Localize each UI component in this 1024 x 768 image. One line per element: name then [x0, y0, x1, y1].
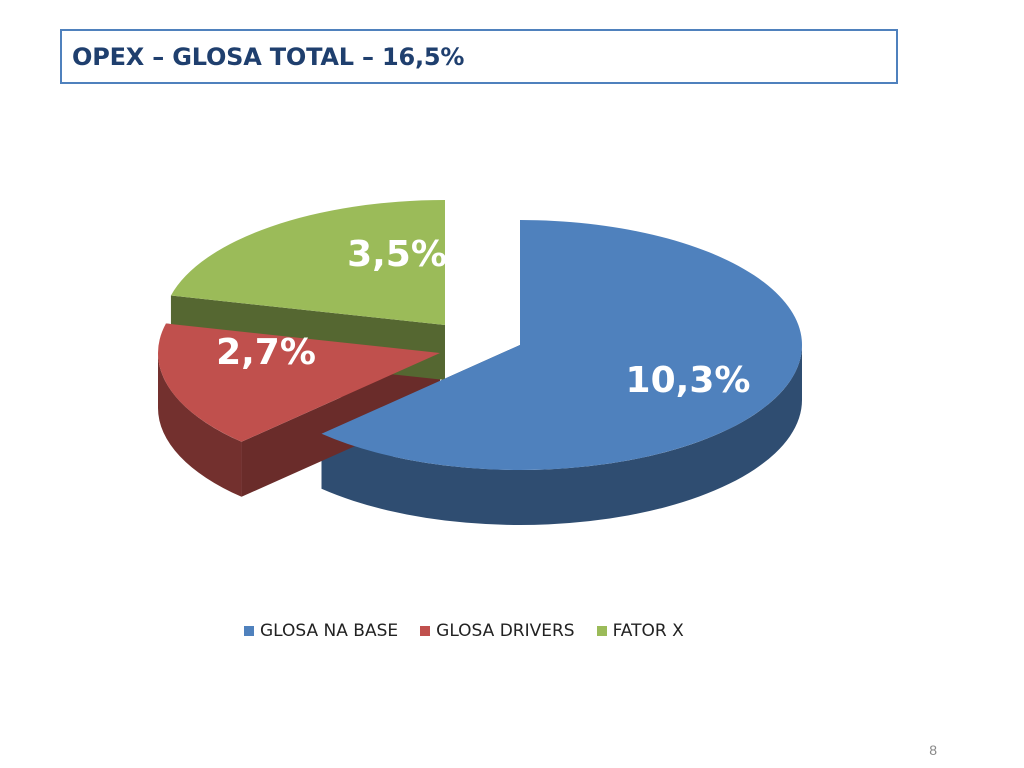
pie-slice-fator-x [170, 200, 445, 325]
pie-slice-wall-1 [158, 353, 242, 497]
title-box: OPEX – GLOSA TOTAL – 16,5% [60, 29, 898, 84]
legend-item-fator-x: FATOR X [596, 621, 684, 641]
page-number: 8 [929, 742, 937, 758]
data-label-1: 2,7% [216, 332, 316, 373]
pie-slice-glosa-na-base [321, 220, 802, 470]
chart-legend: GLOSA NA BASE GLOSA DRIVERS FATOR X [244, 621, 706, 641]
pie-slice-wall-0 [321, 345, 802, 525]
legend-swatch [420, 626, 431, 636]
data-label-0: 10,3% [626, 360, 751, 401]
data-label-2: 3,5% [347, 234, 447, 275]
legend-label: GLOSA DRIVERS [436, 621, 575, 641]
slide-title: OPEX – GLOSA TOTAL – 16,5% [72, 43, 465, 71]
legend-label: FATOR X [612, 621, 684, 641]
legend-item-glosa-drivers: GLOSA DRIVERS [420, 621, 575, 641]
legend-swatch [596, 626, 607, 636]
legend-item-glosa-na-base: GLOSA NA BASE [244, 621, 398, 641]
pie-slice-glosa-drivers [157, 323, 440, 442]
pie-tops [157, 200, 802, 470]
legend-label: GLOSA NA BASE [260, 621, 399, 641]
legend-swatch [244, 626, 254, 636]
